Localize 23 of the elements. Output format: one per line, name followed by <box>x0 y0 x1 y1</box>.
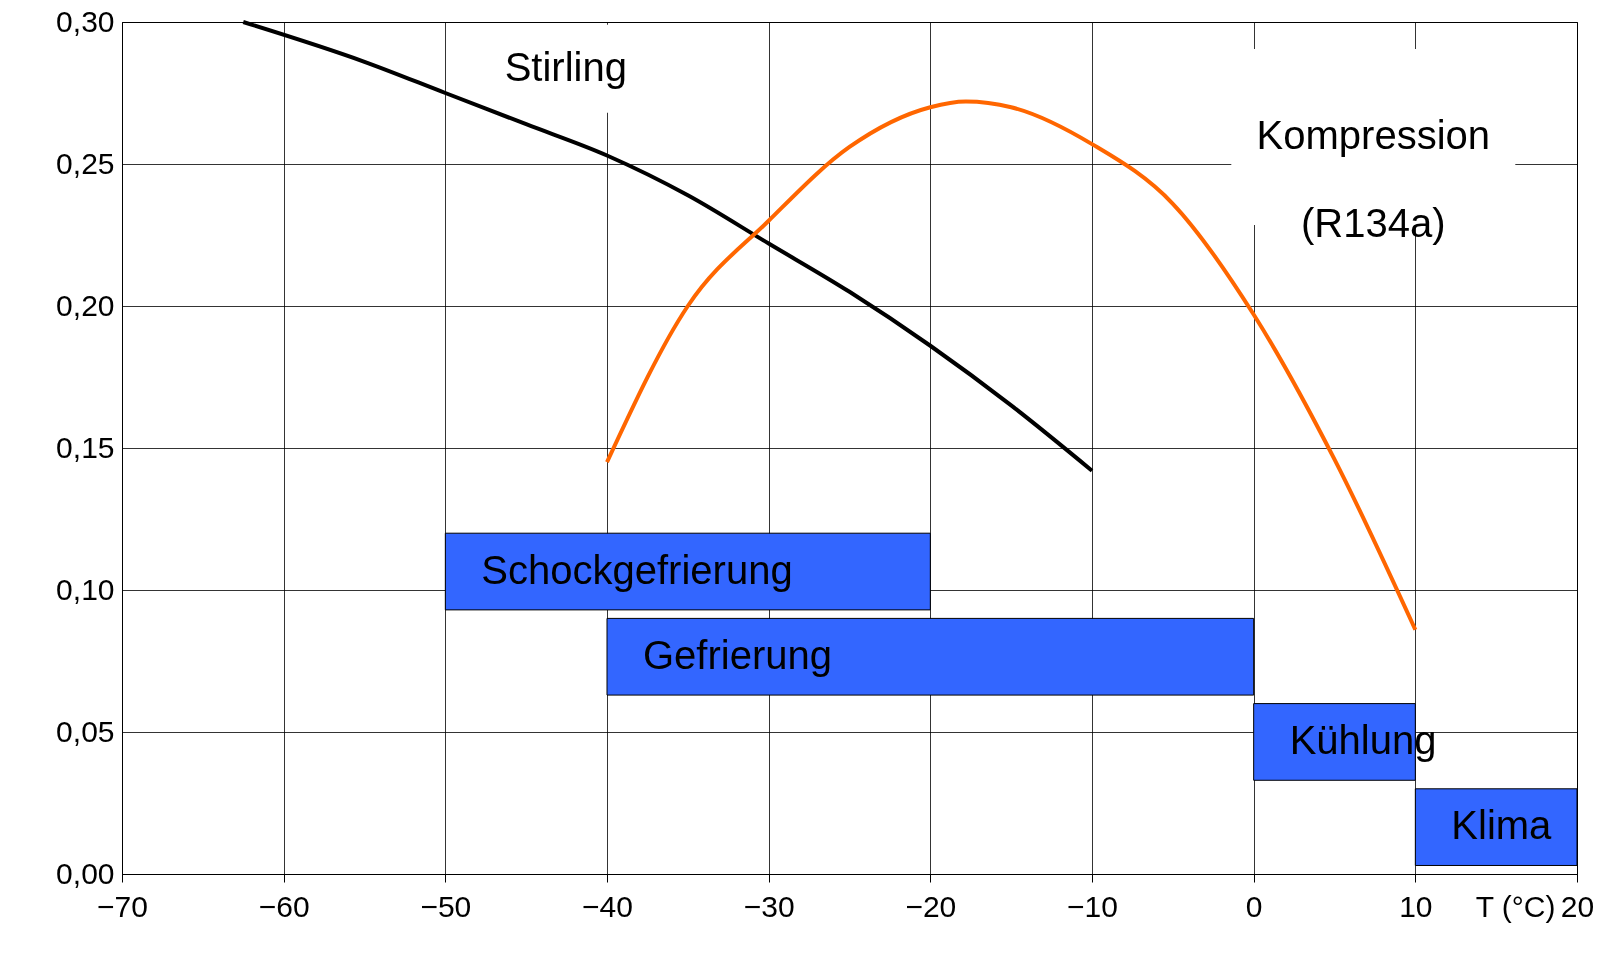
y-tick-label: 0,15 <box>56 430 115 464</box>
x-tick-label: −20 <box>905 889 957 923</box>
y-tick-label: 0,25 <box>56 146 115 180</box>
x-tick-label: 10 <box>1399 889 1433 923</box>
y-tick-label: 0,00 <box>56 856 115 890</box>
x-tick-label: −40 <box>582 889 633 923</box>
x-tick-label: −30 <box>743 889 795 923</box>
x-tick-label: 20 <box>1560 889 1595 923</box>
band-label: Klima <box>1451 803 1553 848</box>
y-tick-label: 0,20 <box>56 288 115 322</box>
band-label: Schockgefrierung <box>481 547 793 592</box>
band-label: Gefrierung <box>643 632 832 677</box>
x-tick-label: 0 <box>1245 889 1263 923</box>
y-tick-label: 0,10 <box>56 572 115 606</box>
y-tick-label: 0,05 <box>56 714 115 748</box>
x-tick-label: −70 <box>97 889 148 923</box>
x-axis-title: T (°C) <box>1475 889 1556 923</box>
series-label: Stirling <box>504 44 627 89</box>
x-tick-label: −60 <box>258 889 310 923</box>
series-label: Kompression (R134a) <box>1256 113 1491 246</box>
x-tick-label: −10 <box>1067 889 1118 923</box>
x-tick-label: −50 <box>420 889 472 923</box>
y-tick-label: 0,30 <box>56 4 115 38</box>
